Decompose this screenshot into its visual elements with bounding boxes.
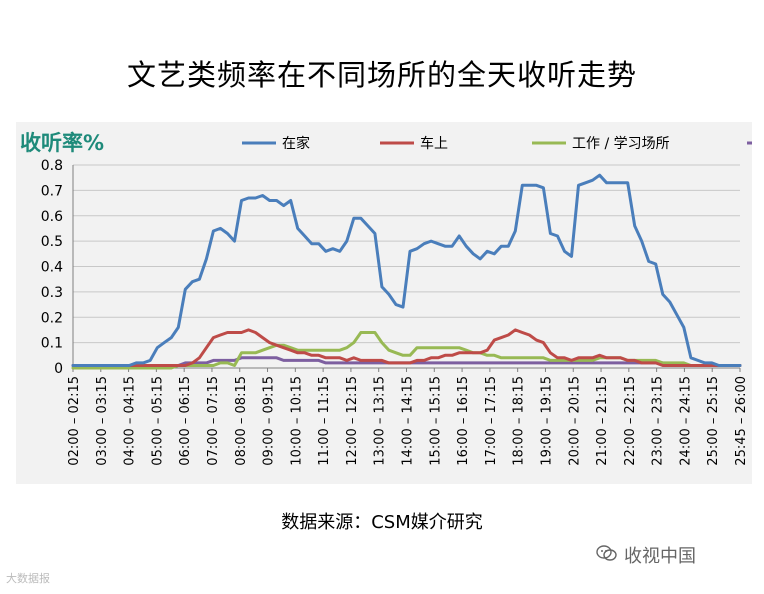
x-tick-label: 25:45 – 26:00 (734, 376, 749, 466)
legend-label: 在家 (282, 135, 310, 152)
x-tick-label: 06:00 – 06:15 (178, 376, 193, 466)
x-tick-label: 10:00 – 10:15 (289, 376, 304, 466)
x-tick-label: 20:00 – 20:15 (567, 376, 582, 466)
x-tick-label: 02:00 – 02:15 (67, 376, 82, 466)
series-lines (71, 173, 742, 370)
grid-lines (73, 164, 740, 344)
legend-label: 车上 (420, 135, 448, 152)
line-chart: 收听率% 0 0.1 0.2 0.3 0.4 0.5 0.6 0.7 0.8 02:00 – 02… (20, 131, 752, 466)
x-tick-label: 13:00 – 13:15 (373, 376, 388, 466)
page-title: 文艺类频率在不同场所的全天收听走势 (126, 58, 637, 92)
x-tick-label: 05:00 – 05:15 (150, 376, 165, 466)
x-tick-label: 17:00 – 17:15 (484, 376, 499, 466)
y-tick-label: 0.8 (41, 158, 63, 174)
x-tick-label: 08:00 – 08:15 (234, 376, 249, 466)
watermark-small: 大数据报 (6, 572, 50, 585)
y-tick-label: 0.6 (41, 209, 63, 225)
axes: 0 0.1 0.2 0.3 0.4 0.5 0.6 0.7 0.8 02:00 – 02:15 03… (41, 158, 749, 466)
y-tick-label: 0 (54, 361, 63, 377)
series-line (71, 173, 742, 367)
x-tick-label: 09:00 – 09:15 (262, 376, 277, 466)
source-note: 数据来源：CSM媒介研究 (281, 512, 483, 533)
x-tick-label: 21:00 – 21:15 (595, 376, 610, 466)
x-tick-label: 24:00 – 24:15 (678, 376, 693, 466)
x-tick-label: 11:00 – 11:15 (317, 376, 332, 466)
x-tick-label: 15:00 – 15:15 (428, 376, 443, 466)
y-axis-label: 收听率% (20, 131, 104, 155)
x-tick-label: 04:00 – 04:15 (123, 376, 138, 466)
watermark-text: 收视中国 (624, 546, 696, 567)
y-tick-label: 0.7 (41, 183, 63, 199)
y-tick-label: 0.4 (41, 260, 63, 276)
x-tick-label: 14:00 – 14:15 (401, 376, 416, 466)
x-tick-label: 22:00 – 22:15 (623, 376, 638, 466)
y-tick-label: 0.2 (41, 310, 63, 326)
wechat-icon (596, 544, 618, 567)
x-tick-label: 03:00 – 03:15 (95, 376, 110, 466)
chart-panel: 收听率% 0 0.1 0.2 0.3 0.4 0.5 0.6 0.7 0.8 02:00 – 02… (16, 122, 752, 484)
x-tick-label: 25:00 – 25:15 (706, 376, 721, 466)
y-tick-label: 0.3 (41, 285, 63, 301)
y-tick-label: 0.5 (41, 234, 63, 250)
x-tick-label: 07:00 – 07:15 (206, 376, 221, 466)
x-tick-label: 16:00 – 16:15 (456, 376, 471, 466)
y-tick-label: 0.1 (41, 336, 63, 352)
x-tick-label: 19:00 – 19:15 (539, 376, 554, 466)
x-tick-label: 18:00 – 18:15 (512, 376, 527, 466)
series-line (71, 328, 742, 367)
watermark-brand: 收视中国 (596, 542, 696, 568)
x-tick-label: 23:00 – 23:15 (651, 376, 666, 466)
x-tick-label: 12:00 – 12:15 (345, 376, 360, 466)
legend-label: 工作 / 学习场所 (572, 136, 670, 152)
